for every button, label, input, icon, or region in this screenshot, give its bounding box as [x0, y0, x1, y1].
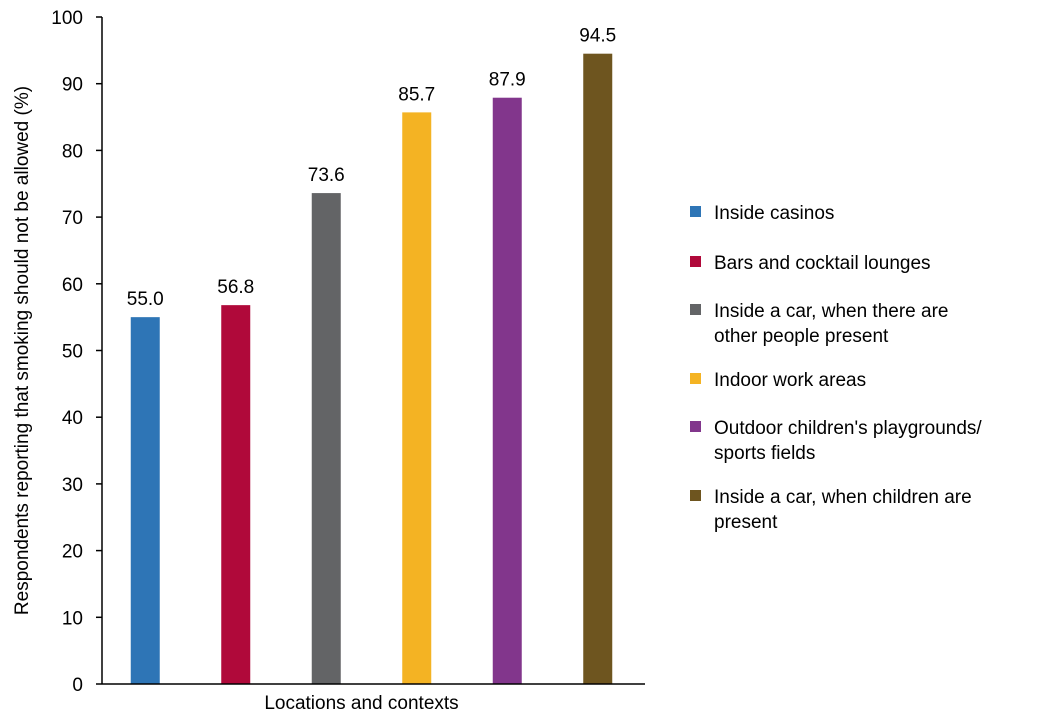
bar [492, 97, 522, 684]
bar [221, 305, 251, 684]
legend-label: other people present [714, 326, 889, 347]
legend-label: present [714, 512, 778, 533]
bar [583, 53, 613, 685]
y-tick-label: 40 [62, 408, 83, 429]
y-tick-label: 90 [62, 75, 83, 96]
data-label: 56.8 [217, 277, 254, 298]
y-axis-title: Respondents reporting that smoking shoul… [12, 86, 33, 615]
y-tick-label: 50 [62, 342, 83, 363]
y-tick-label: 20 [62, 542, 83, 563]
bar [311, 193, 341, 684]
x-axis-title: Locations and contexts [264, 693, 458, 714]
legend: Inside casinos Bars and cocktail lounges I… [690, 203, 982, 533]
legend-swatch [690, 373, 701, 384]
legend-label: Indoor work areas [714, 370, 866, 391]
legend-label: sports fields [714, 443, 815, 464]
data-label: 85.7 [398, 84, 435, 105]
data-labels: 55.0 56.8 73.6 85.7 87.9 94.5 [127, 26, 616, 310]
y-tick-label: 80 [62, 141, 83, 162]
legend-swatch [690, 256, 701, 267]
legend-swatch [690, 206, 701, 217]
bars [130, 53, 613, 685]
legend-label: Inside a car, when there are [714, 301, 948, 322]
data-label: 55.0 [127, 289, 164, 310]
y-axis-ticks: 0 10 20 30 40 50 60 70 80 90 100 [51, 8, 102, 696]
data-label: 73.6 [308, 165, 345, 186]
legend-label: Inside casinos [714, 203, 834, 224]
y-tick-label: 10 [62, 608, 83, 629]
legend-label: Outdoor children's playgrounds/ [714, 418, 982, 439]
legend-swatch [690, 490, 701, 501]
y-tick-label: 60 [62, 275, 83, 296]
y-tick-label: 100 [51, 8, 83, 29]
y-tick-label: 70 [62, 208, 83, 229]
y-tick-label: 0 [72, 675, 83, 696]
data-label: 94.5 [579, 26, 616, 47]
data-label: 87.9 [489, 70, 526, 91]
legend-label: Bars and cocktail lounges [714, 253, 931, 274]
legend-swatch [690, 421, 701, 432]
bar [130, 317, 160, 684]
legend-swatch [690, 304, 701, 315]
legend-label: Inside a car, when children are [714, 487, 972, 508]
y-tick-label: 30 [62, 475, 83, 496]
bar [402, 112, 432, 685]
